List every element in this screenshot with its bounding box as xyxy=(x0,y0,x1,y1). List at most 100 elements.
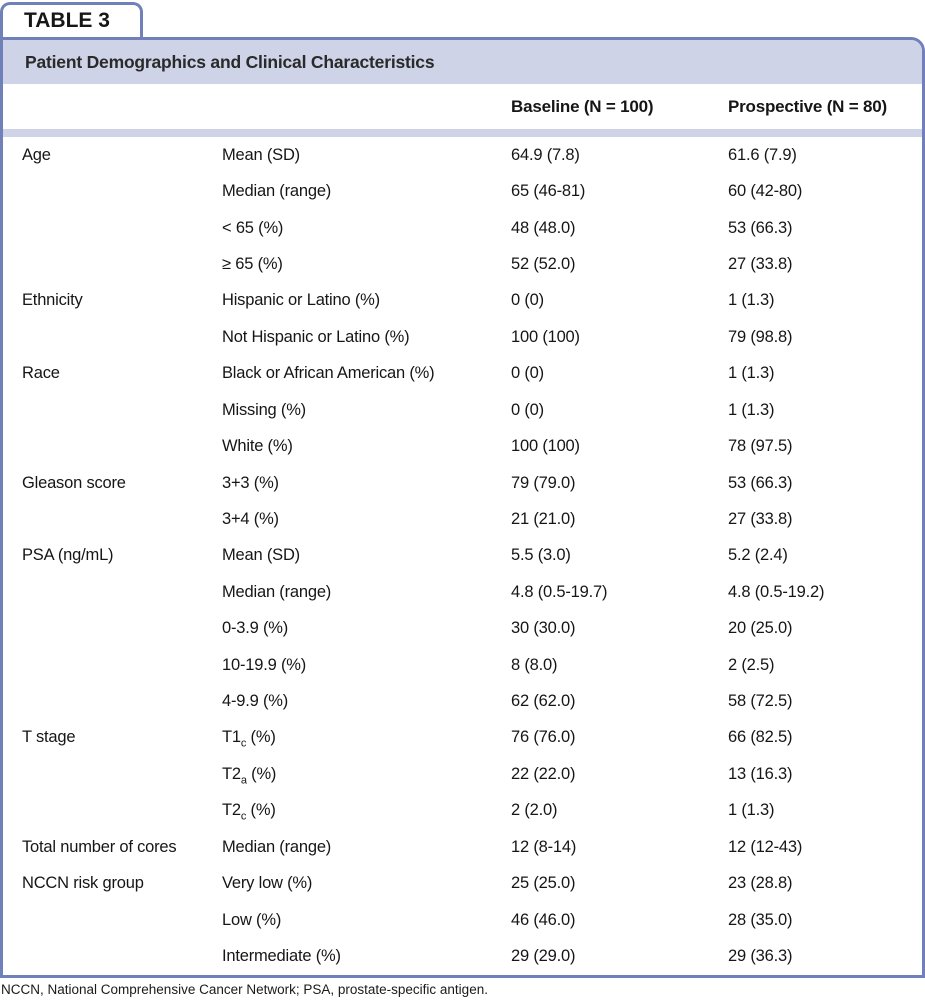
row-label-subscript: c xyxy=(240,737,247,750)
cell-baseline: 21 (21.0) xyxy=(511,509,576,528)
header-separator-band xyxy=(3,129,922,137)
table-row: Median (range) 65 (46-81) 60 (42-80) xyxy=(3,173,922,209)
row-label: 3+3 (%) xyxy=(222,473,279,492)
table-row: 4-9.9 (%) 62 (62.0) 58 (72.5) xyxy=(3,683,922,719)
table-row: Gleason score 3+3 (%) 79 (79.0) 53 (66.3) xyxy=(3,465,922,501)
table-row: T2a (%) 22 (22.0) 13 (16.3) xyxy=(3,756,922,792)
row-category: Ethnicity xyxy=(22,291,83,310)
row-label: 3+4 (%) xyxy=(222,509,279,528)
row-label: 0-3.9 (%) xyxy=(222,619,289,638)
cell-baseline: 0 (0) xyxy=(511,364,544,383)
table-row: PSA (ng/mL) Mean (SD) 5.5 (3.0) 5.2 (2.4) xyxy=(3,538,922,574)
cell-baseline: 52 (52.0) xyxy=(511,254,576,273)
cell-baseline: 64.9 (7.8) xyxy=(511,145,580,164)
row-label: Median (range) xyxy=(222,837,332,856)
row-category: PSA (ng/mL) xyxy=(22,546,114,565)
table-row: Median (range) 4.8 (0.5-19.7) 4.8 (0.5-19.… xyxy=(3,574,922,610)
table-row: 3+4 (%) 21 (21.0) 27 (33.8) xyxy=(3,501,922,537)
cell-prospective: 2 (2.5) xyxy=(728,655,775,674)
column-header-baseline: Baseline (N = 100) xyxy=(511,96,654,116)
table-row: Low (%) 46 (46.0) 28 (35.0) xyxy=(3,902,922,938)
table-row: ≥ 65 (%) 52 (52.0) 27 (33.8) xyxy=(3,246,922,282)
row-label: Mean (SD) xyxy=(222,145,300,164)
table-number-tab: TABLE 3 xyxy=(0,2,143,37)
table-row: Ethnicity Hispanic or Latino (%) 0 (0) 1 (1… xyxy=(3,283,922,319)
row-category: Total number of cores xyxy=(22,837,177,856)
cell-prospective: 60 (42-80) xyxy=(728,182,803,201)
row-label: Hispanic or Latino (%) xyxy=(222,291,380,310)
row-label: Mean (SD) xyxy=(222,546,300,565)
row-label: White (%) xyxy=(222,437,293,456)
row-label: < 65 (%) xyxy=(222,218,284,237)
cell-prospective: 12 (12-43) xyxy=(728,837,803,856)
cell-baseline: 65 (46-81) xyxy=(511,182,586,201)
row-label: 4-9.9 (%) xyxy=(222,692,289,711)
row-label: Low (%) xyxy=(222,910,282,929)
row-category: Age xyxy=(22,145,51,164)
cell-baseline: 5.5 (3.0) xyxy=(511,546,571,565)
row-label: Median (range) xyxy=(222,582,332,601)
cell-baseline: 25 (25.0) xyxy=(511,874,576,893)
table-row: Total number of cores Median (range) 12 (8… xyxy=(3,829,922,865)
row-label: Very low (%) xyxy=(222,874,313,893)
cell-baseline: 62 (62.0) xyxy=(511,692,576,711)
row-label: Not Hispanic or Latino (%) xyxy=(222,327,410,346)
footnote: NCCN, National Comprehensive Cancer Netw… xyxy=(1,982,488,997)
table-row: NCCN risk group Very low (%) 25 (25.0) 23 (… xyxy=(3,865,922,901)
cell-prospective: 28 (35.0) xyxy=(728,910,793,929)
cell-baseline: 48 (48.0) xyxy=(511,218,576,237)
row-label: Median (range) xyxy=(222,182,332,201)
row-category: Gleason score xyxy=(22,473,126,492)
table-row: Missing (%) 0 (0) 1 (1.3) xyxy=(3,392,922,428)
cell-prospective: 58 (72.5) xyxy=(728,692,793,711)
cell-baseline: 22 (22.0) xyxy=(511,764,576,783)
cell-baseline: 76 (76.0) xyxy=(511,728,576,747)
table-body: Age Mean (SD) 64.9 (7.8) 61.6 (7.9) Median (… xyxy=(3,137,922,975)
cell-prospective: 27 (33.8) xyxy=(728,509,793,528)
cell-prospective: 78 (97.5) xyxy=(728,437,793,456)
cell-baseline: 12 (8-14) xyxy=(511,837,577,856)
cell-prospective: 53 (66.3) xyxy=(728,218,793,237)
cell-prospective: 13 (16.3) xyxy=(728,764,793,783)
cell-prospective: 61.6 (7.9) xyxy=(728,145,797,164)
cell-prospective: 1 (1.3) xyxy=(728,364,775,383)
cell-prospective: 20 (25.0) xyxy=(728,619,793,638)
cell-baseline: 100 (100) xyxy=(511,437,580,456)
row-label: Missing (%) xyxy=(222,400,306,419)
table-row: 10-19.9 (%) 8 (8.0) 2 (2.5) xyxy=(3,647,922,683)
cell-prospective: 23 (28.8) xyxy=(728,874,793,893)
cell-baseline: 79 (79.0) xyxy=(511,473,576,492)
demographics-table: Patient Demographics and Clinical Charac… xyxy=(0,37,925,978)
row-label: T2a (%) xyxy=(222,764,277,787)
row-label-subscript: c xyxy=(240,810,247,823)
column-header-row: Baseline (N = 100) Prospective (N = 80) xyxy=(3,84,922,129)
cell-baseline: 8 (8.0) xyxy=(511,655,558,674)
cell-baseline: 46 (46.0) xyxy=(511,910,576,929)
row-label: Black or African American (%) xyxy=(222,364,435,383)
cell-prospective: 1 (1.3) xyxy=(728,400,775,419)
table-row: Race Black or African American (%) 0 (0) 1 … xyxy=(3,356,922,392)
row-label: 10-19.9 (%) xyxy=(222,655,307,674)
row-label: ≥ 65 (%) xyxy=(222,254,283,273)
table-row: T2c (%) 2 (2.0) 1 (1.3) xyxy=(3,793,922,829)
column-header-prospective: Prospective (N = 80) xyxy=(728,96,887,116)
cell-baseline: 100 (100) xyxy=(511,327,580,346)
table-row: 0-3.9 (%) 30 (30.0) 20 (25.0) xyxy=(3,610,922,646)
row-label: T2c (%) xyxy=(222,801,276,823)
table-row: Intermediate (%) 29 (29.0) 29 (36.3) xyxy=(3,938,922,974)
row-label-subscript: a xyxy=(240,774,247,787)
cell-baseline: 0 (0) xyxy=(511,400,544,419)
row-category: Race xyxy=(22,364,60,383)
cell-baseline: 4.8 (0.5-19.7) xyxy=(511,582,608,601)
cell-prospective: 4.8 (0.5-19.2) xyxy=(728,582,825,601)
cell-prospective: 1 (1.3) xyxy=(728,801,775,820)
cell-baseline: 29 (29.0) xyxy=(511,946,576,965)
row-label: T1c (%) xyxy=(222,728,276,750)
cell-prospective: 5.2 (2.4) xyxy=(728,546,788,565)
cell-prospective: 29 (36.3) xyxy=(728,946,793,965)
cell-baseline: 30 (30.0) xyxy=(511,619,576,638)
row-label: Intermediate (%) xyxy=(222,946,341,965)
cell-prospective: 1 (1.3) xyxy=(728,291,775,310)
row-category: NCCN risk group xyxy=(22,874,144,893)
